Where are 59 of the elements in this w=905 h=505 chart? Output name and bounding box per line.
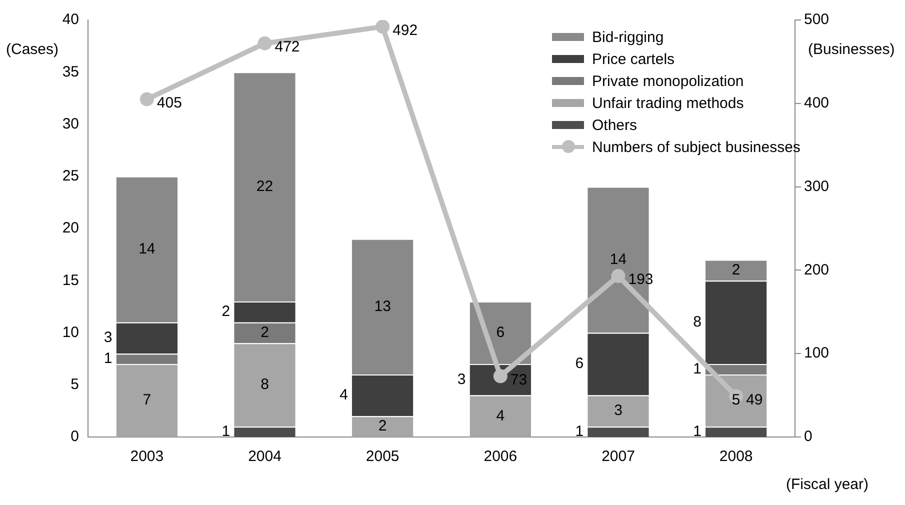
legend-label: Price cartels [592, 50, 675, 68]
y-axis-title: (Cases) [6, 41, 59, 58]
y-tick-label: 10 [62, 324, 79, 341]
x-tick-label: 2004 [248, 448, 282, 466]
data-label: 22 [256, 178, 274, 195]
x-tick-label: 2006 [484, 448, 518, 466]
data-label: 5 [732, 392, 740, 409]
data-label: 3 [104, 329, 112, 346]
data-label: 14 [138, 240, 156, 258]
data-label: 405 [156, 94, 182, 112]
data-label: 1 [693, 360, 702, 378]
y-tick-label: 0 [70, 428, 79, 446]
data-label: 2 [260, 324, 269, 341]
data-label: 73 [510, 371, 528, 388]
y-tick-label: 25 [62, 168, 79, 185]
data-label: 1 [104, 350, 112, 367]
data-label: 8 [693, 313, 702, 330]
data-label: 13 [374, 298, 391, 315]
data-label: 6 [496, 324, 505, 341]
y-tick-label: 35 [62, 63, 79, 80]
x-tick-label: 2003 [130, 448, 164, 466]
y-tick-label: 30 [62, 115, 79, 132]
y2-tick-label: 0 [804, 428, 812, 446]
data-label: 6 [575, 355, 584, 372]
data-label: 3 [457, 370, 466, 388]
data-label: 2 [222, 303, 230, 320]
data-label: 2 [732, 261, 740, 278]
data-label: 7 [142, 392, 152, 409]
data-label: 472 [274, 38, 300, 56]
legend-label: Others [592, 116, 638, 134]
y2-tick-label: 200 [804, 261, 830, 278]
data-label: 49 [746, 391, 763, 408]
legend-label: Unfair trading methods [592, 94, 744, 112]
data-label: 4 [340, 386, 348, 404]
data-label: 1 [575, 422, 584, 440]
y2-axis-title: (Businesses) [808, 41, 895, 58]
data-label: 8 [260, 376, 269, 394]
y2-tick-label: 300 [804, 178, 830, 195]
legend-label: Bid-rigging [592, 28, 664, 46]
y2-tick-label: 100 [804, 344, 830, 362]
data-label: 4 [496, 407, 505, 424]
data-label: 2 [378, 418, 387, 435]
y-tick-label: 5 [70, 376, 79, 394]
data-label: 14 [610, 250, 627, 268]
y-tick-label: 20 [62, 220, 79, 237]
legend-label: Private monopolization [592, 72, 744, 90]
data-label: 1 [222, 422, 230, 440]
data-label: 492 [392, 22, 418, 39]
data-label: 3 [614, 402, 622, 420]
x-tick-label: 2007 [602, 448, 635, 466]
legend-label: Numbers of subject businesses [592, 138, 800, 156]
x-tick-label: 2005 [366, 448, 400, 466]
x-axis-title: (Fiscal year) [786, 476, 869, 493]
data-label: 1 [693, 422, 702, 440]
x-tick-label: 2008 [719, 448, 753, 466]
y-tick-label: 40 [62, 11, 79, 28]
y-tick-label: 15 [62, 272, 79, 289]
y2-tick-label: 400 [804, 94, 830, 112]
y2-tick-label: 500 [804, 11, 830, 28]
